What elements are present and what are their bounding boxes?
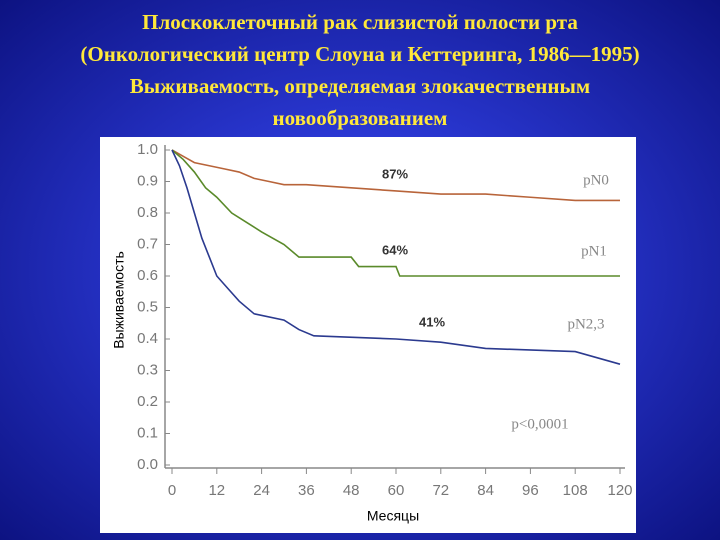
annotation: p<0,0001 [511,416,568,432]
y-tick-label: 1.0 [137,141,158,158]
series-label: pN0 [583,172,609,188]
x-tick-label: 0 [168,482,176,499]
x-tick-label: 72 [432,482,449,499]
title-line: (Онкологический центр Слоуна и Кеттеринг… [80,42,639,66]
annotation: 87% [382,166,408,181]
chart-panel [100,137,636,533]
y-tick-label: 0.7 [137,235,158,252]
y-tick-label: 0.6 [137,267,158,284]
x-tick-label: 96 [522,482,539,499]
y-tick-label: 0.3 [137,361,158,378]
x-tick-label: 84 [477,482,494,499]
x-axis-label: Месяцы [367,508,419,524]
y-tick-label: 0.0 [137,456,158,473]
y-axis-label: Выживаемость [111,251,127,349]
x-tick-label: 48 [343,482,360,499]
x-tick-label: 60 [388,482,405,499]
x-tick-label: 12 [208,482,225,499]
x-tick-label: 36 [298,482,315,499]
title-line: новообразованием [273,106,448,130]
y-tick-label: 0.4 [137,330,158,347]
survival-curve [171,149,621,365]
series-label: pN1 [581,243,607,259]
annotation: 64% [382,242,408,257]
y-tick-label: 0.2 [137,393,158,410]
y-tick-label: 0.9 [137,172,158,189]
x-tick-label: 120 [607,482,632,499]
series-label: pN2,3 [567,316,604,332]
y-tick-label: 0.1 [137,424,158,441]
title-line: Выживаемость, определяемая злокачественн… [130,74,590,98]
survival-curve [171,149,620,202]
title-line: Плоскоклеточный рак слизистой полости рт… [142,10,578,34]
annotation: 41% [419,314,445,329]
y-tick-label: 0.5 [137,298,158,315]
x-tick-label: 24 [253,482,270,499]
survival-curve [171,149,620,277]
x-tick-label: 108 [563,482,588,499]
y-tick-label: 0.8 [137,204,158,221]
